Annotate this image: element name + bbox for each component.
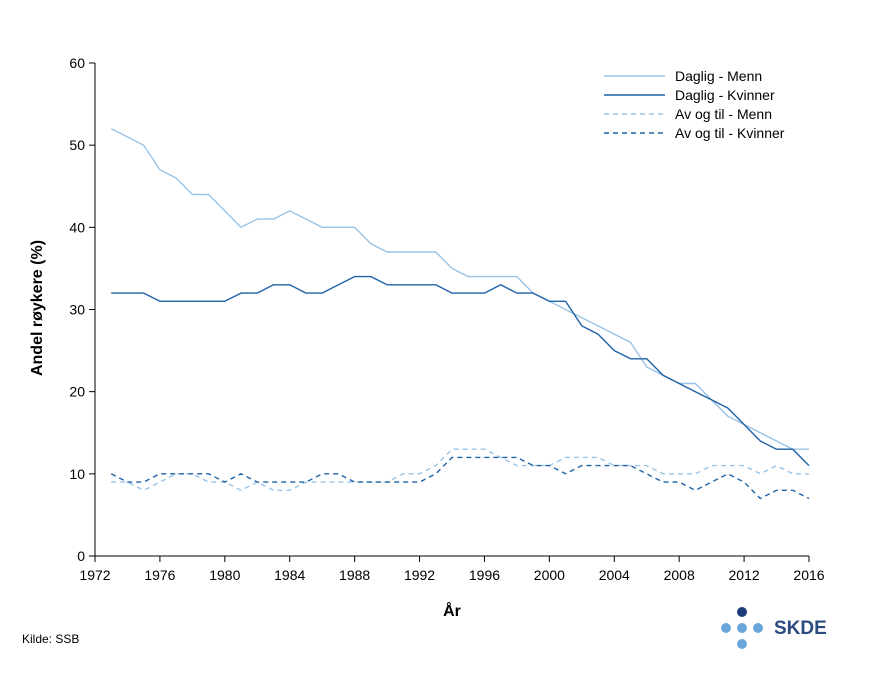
y-tick-label: 10	[69, 466, 85, 482]
logo-text: SKDE	[774, 618, 827, 639]
series-line-1	[110, 128, 809, 450]
y-tick-label: 40	[69, 219, 85, 235]
legend-label-2: Daglig - Kvinner	[675, 87, 775, 103]
y-tick-label: 0	[77, 548, 85, 564]
x-tick-label: 1984	[274, 567, 305, 583]
x-tick-label: 2000	[534, 567, 565, 583]
skde-dots-logo-icon	[721, 607, 763, 649]
chart-axes: 0 10 20 30 40 50 60 1972 1976 1980 1984 1988 1992 199…	[69, 55, 824, 583]
series-line-3	[111, 448, 809, 491]
chart-legend: Daglig - Menn Daglig - Kvinner Av og til -…	[604, 68, 785, 141]
y-tick-label: 60	[69, 55, 85, 71]
x-axis-title: År	[443, 601, 461, 620]
x-tick-label: 2008	[664, 567, 695, 583]
series-layer	[110, 128, 810, 500]
y-tick-label: 30	[69, 302, 85, 318]
x-tick-label: 2004	[599, 567, 630, 583]
x-tick-label: 1972	[79, 567, 110, 583]
x-tick-label: 1980	[209, 567, 240, 583]
legend-label-1: Daglig - Menn	[675, 68, 762, 84]
series-line-4	[110, 456, 810, 500]
x-tick-label: 1992	[404, 567, 435, 583]
legend-label-3: Av og til - Menn	[675, 106, 772, 122]
y-tick-label: 50	[69, 137, 85, 153]
series-line-2	[111, 275, 810, 467]
x-tick-label: 1996	[469, 567, 500, 583]
x-tick-label: 2016	[793, 567, 824, 583]
y-axis-title: Andel røykere (%)	[29, 240, 46, 376]
skde-logo: SKDE	[721, 607, 827, 649]
y-tick-label: 20	[69, 384, 85, 400]
source-note: Kilde: SSB	[22, 632, 80, 646]
x-tick-label: 1976	[144, 567, 175, 583]
x-tick-label: 1988	[339, 567, 370, 583]
x-tick-label: 2012	[729, 567, 760, 583]
legend-label-4: Av og til - Kvinner	[675, 125, 785, 141]
